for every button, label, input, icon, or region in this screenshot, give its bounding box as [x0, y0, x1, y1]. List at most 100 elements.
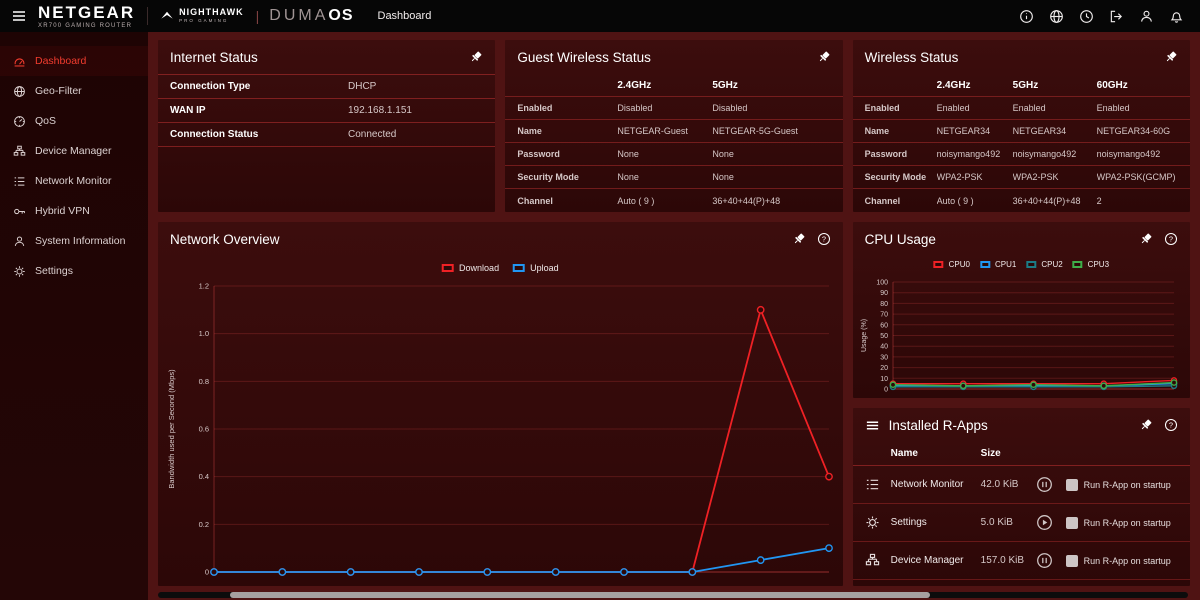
pause-button[interactable]: [1036, 476, 1066, 493]
cell-value: noisymango492: [936, 149, 1001, 159]
table-row: Connection Status Connected: [158, 123, 496, 147]
pin-icon[interactable]: [1164, 50, 1178, 64]
cell-value: 36+40+44(P)+48: [1012, 195, 1081, 206]
row-value: 192.168.1.151: [348, 105, 412, 116]
r-app-row: Device Manager 157.0 KiB Run R-App on star…: [852, 542, 1190, 580]
cell-value: NETGEAR-5G-Guest: [712, 126, 798, 136]
pin-icon[interactable]: [1139, 418, 1153, 432]
svg-text:40: 40: [880, 344, 888, 351]
startup-option: Run R-App on startup: [1065, 478, 1178, 491]
r-app-size: 5.0 KiB: [980, 517, 1013, 528]
logout-icon[interactable]: [1109, 9, 1124, 24]
table-row: Connection Type DHCP: [158, 75, 496, 99]
cell-value: NETGEAR-Guest: [617, 126, 688, 136]
pin-icon[interactable]: [792, 232, 806, 246]
table-row: Name NETGEAR-Guest NETGEAR-5G-Guest: [505, 120, 843, 143]
cell-value: WPA2-PSK: [936, 172, 983, 182]
nighthawk-subtitle: PRO GAMING: [179, 18, 229, 24]
r-apps-menu-icon[interactable]: [865, 418, 880, 433]
svg-text:10: 10: [880, 376, 888, 383]
nighthawk-logo: NIGHTHAWK PRO GAMING: [148, 8, 256, 24]
row-label: Channel: [517, 195, 553, 206]
netgear-wordmark: NETGEAR: [38, 2, 136, 22]
svg-text:1.2: 1.2: [199, 282, 209, 291]
sidebar-item-dashboard[interactable]: Dashboard: [0, 46, 148, 76]
help-icon[interactable]: ?: [1164, 418, 1178, 432]
horizontal-scrollbar[interactable]: [158, 592, 1188, 598]
account-icon[interactable]: [1139, 9, 1154, 24]
pin-icon[interactable]: [469, 50, 483, 64]
dumaos-logo: DUMA OS: [263, 7, 359, 25]
cell-value: 36+40+44(P)+48: [712, 195, 781, 206]
nighthawk-wordmark: NIGHTHAWK: [179, 7, 244, 18]
sidebar-item-device-manager[interactable]: Device Manager: [0, 136, 148, 166]
table-row: Enabled Enabled Enabled Enabled: [852, 97, 1190, 120]
internet-status-table: Connection Type DHCP WAN IP 192.168.1.151 Co…: [158, 74, 496, 147]
r-app-size: 157.0 KiB: [980, 555, 1025, 566]
help-icon[interactable]: ?: [1164, 232, 1178, 246]
panel-header: Guest Wireless Status: [505, 40, 842, 74]
startup-checkbox[interactable]: [1065, 554, 1078, 567]
table-row: Channel Auto ( 9 ) 36+40+44(P)+48: [505, 189, 842, 212]
cpu-usage-plot: 0 10 20 30 40 50 60 70 80 90 100 Usage (%): [861, 280, 1177, 394]
legend-label: CPU3: [1087, 260, 1110, 269]
os-wordmark: OS: [328, 7, 354, 24]
startup-label: Run R-App on startup: [1083, 555, 1171, 566]
history-icon[interactable]: [1079, 9, 1094, 24]
sidebar-item-system-information[interactable]: System Information: [0, 226, 148, 256]
panel-title: Guest Wireless Status: [517, 49, 651, 65]
table-row: Enabled Disabled Disabled: [505, 97, 843, 120]
pin-icon[interactable]: [1139, 232, 1153, 246]
guest-wireless-status-panel: Guest Wireless Status 2.4GHz 5GHz Enabled D…: [505, 40, 843, 212]
column-header: 2.4GHz: [936, 79, 971, 91]
dashboard: Internet Status Connection Type DHCP WAN I…: [148, 32, 1200, 600]
sidebar-item-geo-filter[interactable]: Geo-Filter: [0, 76, 148, 106]
table-row: Channel Auto ( 9 ) 36+40+44(P)+48 2: [853, 189, 1190, 212]
topbar: NETGEAR XR700 GAMING ROUTER NIGHTHAWK PR…: [0, 0, 1200, 32]
row-label: Password: [517, 149, 560, 159]
sidebar-item-label: Hybrid VPN: [35, 205, 90, 217]
svg-text:Usage (%): Usage (%): [861, 319, 868, 352]
help-icon[interactable]: ?: [817, 232, 831, 246]
cell-value: Disabled: [617, 103, 653, 113]
notifications-bell-icon[interactable]: [1169, 9, 1184, 24]
sidebar-item-hybrid-vpn[interactable]: Hybrid VPN: [0, 196, 148, 226]
sidebar-item-qos[interactable]: QoS: [0, 106, 148, 136]
row-label: Enabled: [864, 103, 900, 113]
settings-icon: [13, 265, 26, 278]
cell-value: noisymango492: [1096, 149, 1161, 159]
panel-header: Internet Status: [158, 40, 495, 74]
network-chart-legend: Download Upload: [442, 263, 559, 273]
panel-title: CPU Usage: [864, 231, 936, 247]
sidebar-item-settings[interactable]: Settings: [0, 256, 148, 286]
svg-text:70: 70: [880, 312, 888, 319]
play-button[interactable]: [1036, 514, 1066, 531]
row-label: Security Mode: [517, 172, 579, 182]
svg-text:0: 0: [205, 568, 209, 577]
router-model: XR700 GAMING ROUTER: [38, 22, 133, 29]
legend-item: CPU3: [1072, 260, 1110, 269]
row-label: Password: [864, 149, 908, 159]
cell-value: Auto ( 9 ): [936, 195, 974, 206]
info-icon[interactable]: [1019, 9, 1034, 24]
cell-value: WPA2-PSK(GCMP): [1096, 172, 1176, 182]
startup-checkbox[interactable]: [1065, 516, 1078, 529]
startup-checkbox[interactable]: [1065, 478, 1078, 491]
language-globe-icon[interactable]: [1049, 9, 1064, 24]
row-label: Enabled: [517, 103, 553, 113]
panel-header: Network Overview ?: [158, 222, 843, 256]
column-header: Size: [980, 448, 1001, 459]
scrollbar-thumb[interactable]: [230, 592, 931, 598]
wireless-status-panel: Wireless Status 2.4GHz 5GHz 60GHz Enabled En…: [852, 40, 1190, 212]
pin-icon[interactable]: [817, 50, 831, 64]
panel-title: Installed R-Apps: [888, 417, 988, 433]
sidebar: Dashboard Geo-Filter QoS Device Manager Netw…: [0, 32, 148, 600]
sidebar-item-label: Network Monitor: [35, 175, 112, 187]
startup-label: Run R-App on startup: [1083, 517, 1171, 528]
pause-button[interactable]: [1036, 552, 1066, 569]
menu-icon[interactable]: [0, 8, 38, 24]
legend-swatch: [933, 261, 944, 268]
svg-text:60: 60: [880, 322, 888, 329]
sidebar-item-network-monitor[interactable]: Network Monitor: [0, 166, 148, 196]
table-row: WAN IP 192.168.1.151: [158, 99, 496, 123]
